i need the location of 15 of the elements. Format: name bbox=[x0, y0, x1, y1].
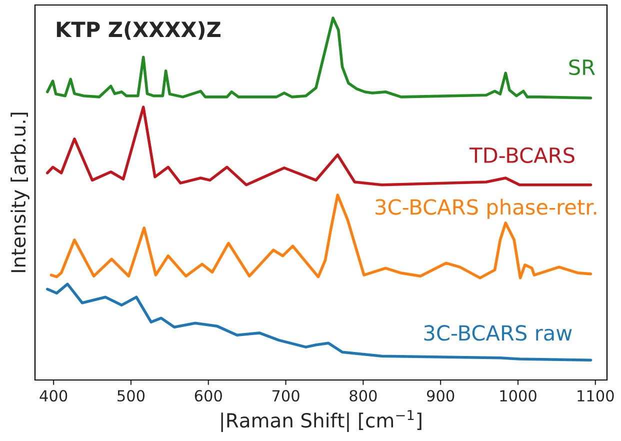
y-axis-title: Intensity [arb.u.] bbox=[10, 112, 30, 272]
x-axis-title: |Raman Shift| [cm$^{−1}$] bbox=[221, 410, 422, 432]
series-label: 3C-BCARS phase-retr. bbox=[376, 198, 596, 219]
x-tick-label: 800 bbox=[350, 390, 377, 402]
series-label: TD-BCARS bbox=[470, 147, 574, 164]
x-tick-label: 600 bbox=[194, 390, 222, 402]
x-tick-label: 700 bbox=[272, 390, 300, 402]
x-tick-label: 1000 bbox=[500, 390, 536, 402]
chart-title: KTP Z(XXXX)Z bbox=[56, 21, 220, 40]
series-label: SR bbox=[569, 59, 595, 76]
x-tick-label: 1100 bbox=[578, 390, 614, 402]
x-tick-label: 900 bbox=[426, 390, 454, 402]
series-label: 3C-BCARS raw bbox=[424, 325, 572, 341]
x-tick-label: 400 bbox=[40, 390, 68, 402]
x-tick-label: 500 bbox=[118, 390, 145, 402]
